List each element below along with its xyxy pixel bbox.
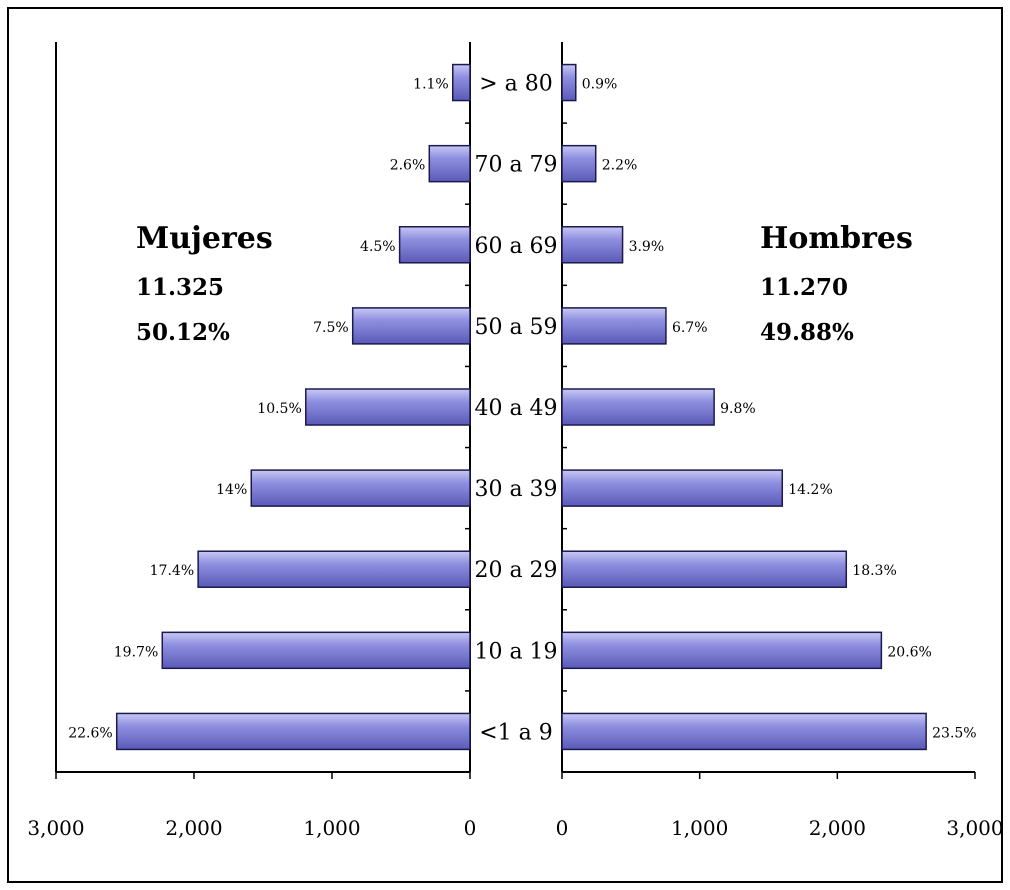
women-bar-label: 17.4% <box>150 563 194 579</box>
men-bar-label: 9.8% <box>720 401 756 417</box>
women-bar <box>250 469 471 507</box>
age-group-labels: <1 a 9 10 a 19 20 a 29 30 a 39 40 a 49 50 a 5… <box>474 72 557 746</box>
men-percent: 49.88% <box>760 319 854 346</box>
women-bar-label: 10.5% <box>257 401 301 417</box>
women-bar <box>161 631 471 670</box>
women-total: 11.325 <box>136 274 224 301</box>
women-x-tick-label: 0 <box>464 816 477 840</box>
women-bar-label: 7.5% <box>313 320 349 336</box>
men-bar-label: 23.5% <box>932 725 976 741</box>
men-bar <box>561 469 784 507</box>
women-title: Mujeres <box>136 221 273 256</box>
men-bar <box>561 550 848 588</box>
age-group-label: > a 80 <box>479 72 553 97</box>
men-bar-label: 2.2% <box>602 158 638 174</box>
women-bar <box>305 388 471 426</box>
men-bar-label: 18.3% <box>852 563 896 579</box>
men-x-tick-label: 1,000 <box>671 816 728 840</box>
men-bars: 23.5% 20.6% 18.3% 14.2% 9.8% 6.7% 3.9% 2.2% 0.9% <box>561 63 977 751</box>
women-bar-label: 22.6% <box>68 725 112 741</box>
men-bar <box>561 144 597 183</box>
women-bar-label: 1.1% <box>413 77 449 93</box>
men-bar <box>561 307 667 345</box>
age-group-label: 30 a 39 <box>474 477 557 502</box>
men-bar-label: 20.6% <box>887 644 931 660</box>
men-bar-label: 6.7% <box>672 320 708 336</box>
women-x-tick-label: 1,000 <box>303 816 360 840</box>
men-bar-label: 14.2% <box>788 482 832 498</box>
women-bar <box>428 144 471 183</box>
men-bar <box>561 712 927 751</box>
men-bar <box>561 631 883 670</box>
women-x-tick-label: 2,000 <box>165 816 222 840</box>
men-x-tick-label: 3,000 <box>946 816 1003 840</box>
age-group-label: 50 a 59 <box>474 315 557 340</box>
women-annotation: Mujeres 11.325 50.12% <box>136 221 273 346</box>
outer-frame <box>7 7 1003 883</box>
women-bar-label: 2.6% <box>390 158 426 174</box>
age-group-label: 20 a 29 <box>474 558 557 583</box>
age-group-label: 40 a 49 <box>474 396 557 421</box>
men-bar-label: 0.9% <box>582 77 618 93</box>
men-bar <box>561 388 715 426</box>
women-bar <box>398 226 471 264</box>
men-bar <box>561 226 624 264</box>
women-bars: 22.6% 19.7% 17.4% 14% 10.5% 7.5% 4.5% 2.6% 1.1% <box>68 63 471 751</box>
women-bar-label: 4.5% <box>360 239 396 255</box>
age-group-label: 10 a 19 <box>474 639 557 664</box>
women-bar-label: 14% <box>216 482 247 498</box>
age-group-label: <1 a 9 <box>479 720 553 745</box>
women-bar-label: 19.7% <box>114 644 158 660</box>
age-group-label: 60 a 69 <box>474 234 557 259</box>
men-x-tick-label: 2,000 <box>809 816 866 840</box>
women-x-tick-label: 3,000 <box>27 816 84 840</box>
women-bar <box>452 63 471 102</box>
women-percent: 50.12% <box>136 319 230 346</box>
men-total: 11.270 <box>760 274 848 301</box>
women-bar <box>351 307 471 345</box>
women-bar <box>115 712 471 751</box>
men-annotation: Hombres 11.270 49.88% <box>760 221 913 346</box>
x-tick-labels: 0 0 1,000 1,000 2,000 2,000 3,000 3,000 <box>27 816 1003 840</box>
age-group-label: 70 a 79 <box>474 153 557 178</box>
women-bar <box>197 550 471 588</box>
men-title: Hombres <box>760 221 913 256</box>
men-bar-label: 3.9% <box>629 239 665 255</box>
men-bar <box>561 63 577 102</box>
men-x-tick-label: 0 <box>556 816 569 840</box>
